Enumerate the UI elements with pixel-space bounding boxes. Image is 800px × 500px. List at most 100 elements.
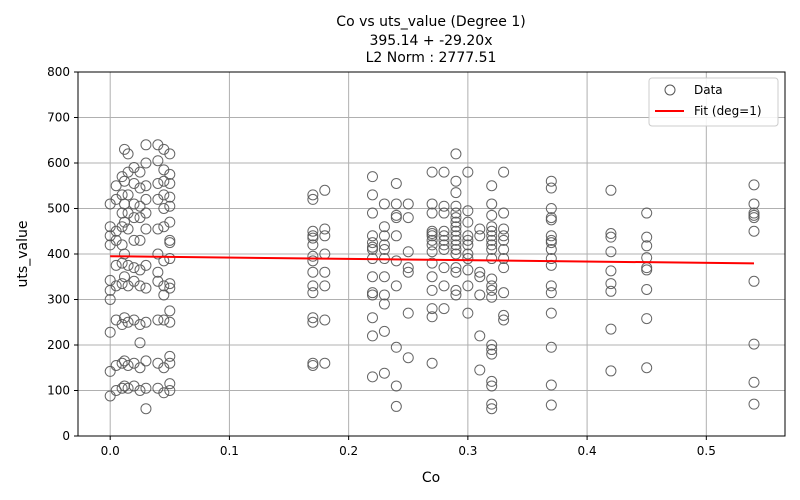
- data-point: [450, 187, 462, 199]
- data-point: [158, 175, 170, 187]
- data-point: [450, 221, 462, 233]
- data-point: [158, 189, 170, 201]
- data-point: [122, 359, 134, 371]
- data-point: [164, 191, 176, 203]
- data-point: [307, 316, 319, 328]
- data-point: [164, 350, 176, 362]
- data-point: [402, 212, 414, 224]
- data-point: [486, 375, 498, 387]
- data-point: [390, 230, 402, 242]
- data-point: [498, 253, 510, 265]
- legend-marker-data: [664, 84, 676, 96]
- data-point: [104, 365, 116, 377]
- data-point: [164, 282, 176, 294]
- data-point: [307, 239, 319, 251]
- data-point: [605, 228, 617, 240]
- data-point: [164, 148, 176, 160]
- data-point: [134, 337, 146, 349]
- data-point: [134, 362, 146, 374]
- data-point: [366, 171, 378, 183]
- data-point: [390, 400, 402, 412]
- data-point: [748, 198, 760, 210]
- y-tick-label: 400: [47, 247, 70, 261]
- data-point: [605, 285, 617, 297]
- data-point: [128, 234, 140, 246]
- data-point: [426, 207, 438, 219]
- data-point: [438, 239, 450, 251]
- data-point: [319, 266, 331, 278]
- data-point: [486, 403, 498, 415]
- data-point: [545, 230, 557, 242]
- data-point: [498, 223, 510, 235]
- data-point: [307, 250, 319, 262]
- data-point: [545, 175, 557, 187]
- data-point: [545, 399, 557, 411]
- data-point: [450, 239, 462, 251]
- data-point: [486, 348, 498, 360]
- data-point: [450, 266, 462, 278]
- data-point: [307, 193, 319, 205]
- data-point: [474, 271, 486, 283]
- data-point: [748, 225, 760, 237]
- data-point: [450, 207, 462, 219]
- data-point: [605, 265, 617, 277]
- data-point: [140, 316, 152, 328]
- data-point: [474, 364, 486, 376]
- data-point: [438, 207, 450, 219]
- chart-title: Co vs uts_value (Degree 1): [336, 14, 525, 30]
- data-point: [366, 237, 378, 249]
- data-point: [450, 216, 462, 228]
- data-point: [164, 305, 176, 317]
- data-point: [498, 230, 510, 242]
- data-point: [128, 262, 140, 274]
- data-point: [545, 234, 557, 246]
- data-point: [426, 166, 438, 178]
- data-point: [426, 198, 438, 210]
- data-point: [486, 380, 498, 392]
- data-point: [307, 312, 319, 324]
- data-point: [438, 243, 450, 255]
- data-point: [110, 359, 122, 371]
- data-point: [140, 207, 152, 219]
- y-tick-label: 200: [47, 338, 70, 352]
- data-point: [152, 223, 164, 235]
- data-point: [134, 200, 146, 212]
- data-point: [498, 243, 510, 255]
- data-point: [110, 280, 122, 292]
- data-point: [378, 367, 390, 379]
- data-point: [462, 205, 474, 217]
- data-point: [116, 357, 128, 369]
- data-point: [474, 330, 486, 342]
- data-point: [158, 314, 170, 326]
- data-point: [486, 225, 498, 237]
- data-points: [104, 139, 760, 415]
- data-point: [462, 166, 474, 178]
- data-point: [378, 271, 390, 283]
- data-point: [390, 255, 402, 267]
- data-point: [378, 239, 390, 251]
- y-tick-label: 800: [47, 65, 70, 79]
- data-point: [438, 280, 450, 292]
- data-point: [307, 230, 319, 242]
- y-tick-label: 600: [47, 156, 70, 170]
- data-point: [116, 382, 128, 394]
- data-point: [474, 223, 486, 235]
- data-point: [426, 257, 438, 269]
- data-point: [140, 193, 152, 205]
- data-point: [104, 326, 116, 338]
- data-point: [438, 225, 450, 237]
- data-point: [498, 166, 510, 178]
- data-point: [122, 223, 134, 235]
- data-point: [486, 243, 498, 255]
- data-point: [426, 303, 438, 315]
- data-point: [402, 198, 414, 210]
- data-point: [307, 357, 319, 369]
- data-point: [118, 248, 130, 260]
- data-point: [390, 380, 402, 392]
- data-point: [498, 314, 510, 326]
- data-point: [164, 234, 176, 246]
- data-point: [605, 184, 617, 196]
- fit-line-group: [110, 255, 755, 265]
- data-point: [641, 207, 653, 219]
